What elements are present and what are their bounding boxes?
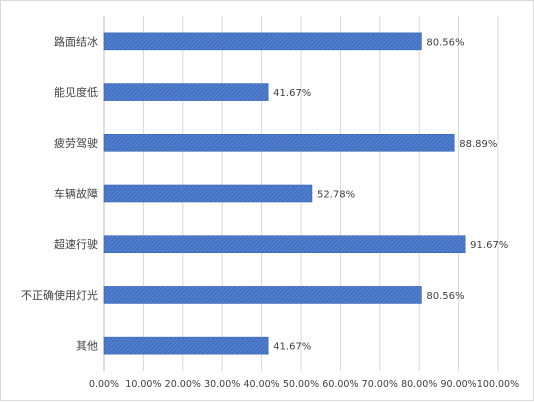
x-tick-label: 60.00%	[322, 379, 358, 390]
data-label: 80.56%	[426, 37, 464, 48]
bar	[103, 133, 455, 152]
category-label: 不正确使用灯光	[21, 288, 98, 302]
x-tick-label: 20.00%	[165, 379, 201, 390]
x-tick-label: 10.00%	[125, 379, 161, 390]
bar	[103, 184, 313, 203]
category-label: 超速行驶	[54, 237, 98, 251]
category-label: 能见度低	[54, 85, 98, 99]
category-label: 车辆故障	[54, 187, 98, 201]
data-label: 52.78%	[317, 190, 355, 201]
bar	[103, 32, 422, 51]
x-tick-label: 70.00%	[362, 379, 398, 390]
category-label: 疲劳驾驶	[54, 136, 98, 150]
category-label: 其他	[76, 340, 98, 353]
x-tick-label: 80.00%	[401, 379, 437, 390]
x-tick-label: 40.00%	[243, 379, 279, 390]
data-label: 41.67%	[273, 88, 311, 99]
x-axis-ticks: 0.00% 10.00% 20.00% 30.00% 40.00% 50.00% 60.00…	[89, 379, 519, 390]
data-label: 88.89%	[459, 139, 497, 150]
x-tick-label: 30.00%	[204, 379, 240, 390]
x-tick-label: 100.00%	[477, 379, 519, 390]
bar	[103, 235, 466, 254]
labels: 路面结冰 80.56% 能见度低 41.67% 疲劳驾驶 88.89% 车辆故障 52.78%…	[21, 35, 508, 352]
x-tick-label: 90.00%	[440, 379, 476, 390]
x-tick-label: 0.00%	[89, 379, 119, 390]
bar	[103, 286, 422, 304]
x-tick-label: 50.00%	[283, 379, 319, 390]
bar	[103, 83, 269, 101]
data-label: 80.56%	[426, 291, 464, 302]
data-label: 91.67%	[470, 240, 508, 251]
category-label: 路面结冰	[54, 35, 98, 48]
bar	[103, 336, 269, 355]
data-label: 41.67%	[273, 342, 311, 353]
bars	[103, 32, 466, 355]
